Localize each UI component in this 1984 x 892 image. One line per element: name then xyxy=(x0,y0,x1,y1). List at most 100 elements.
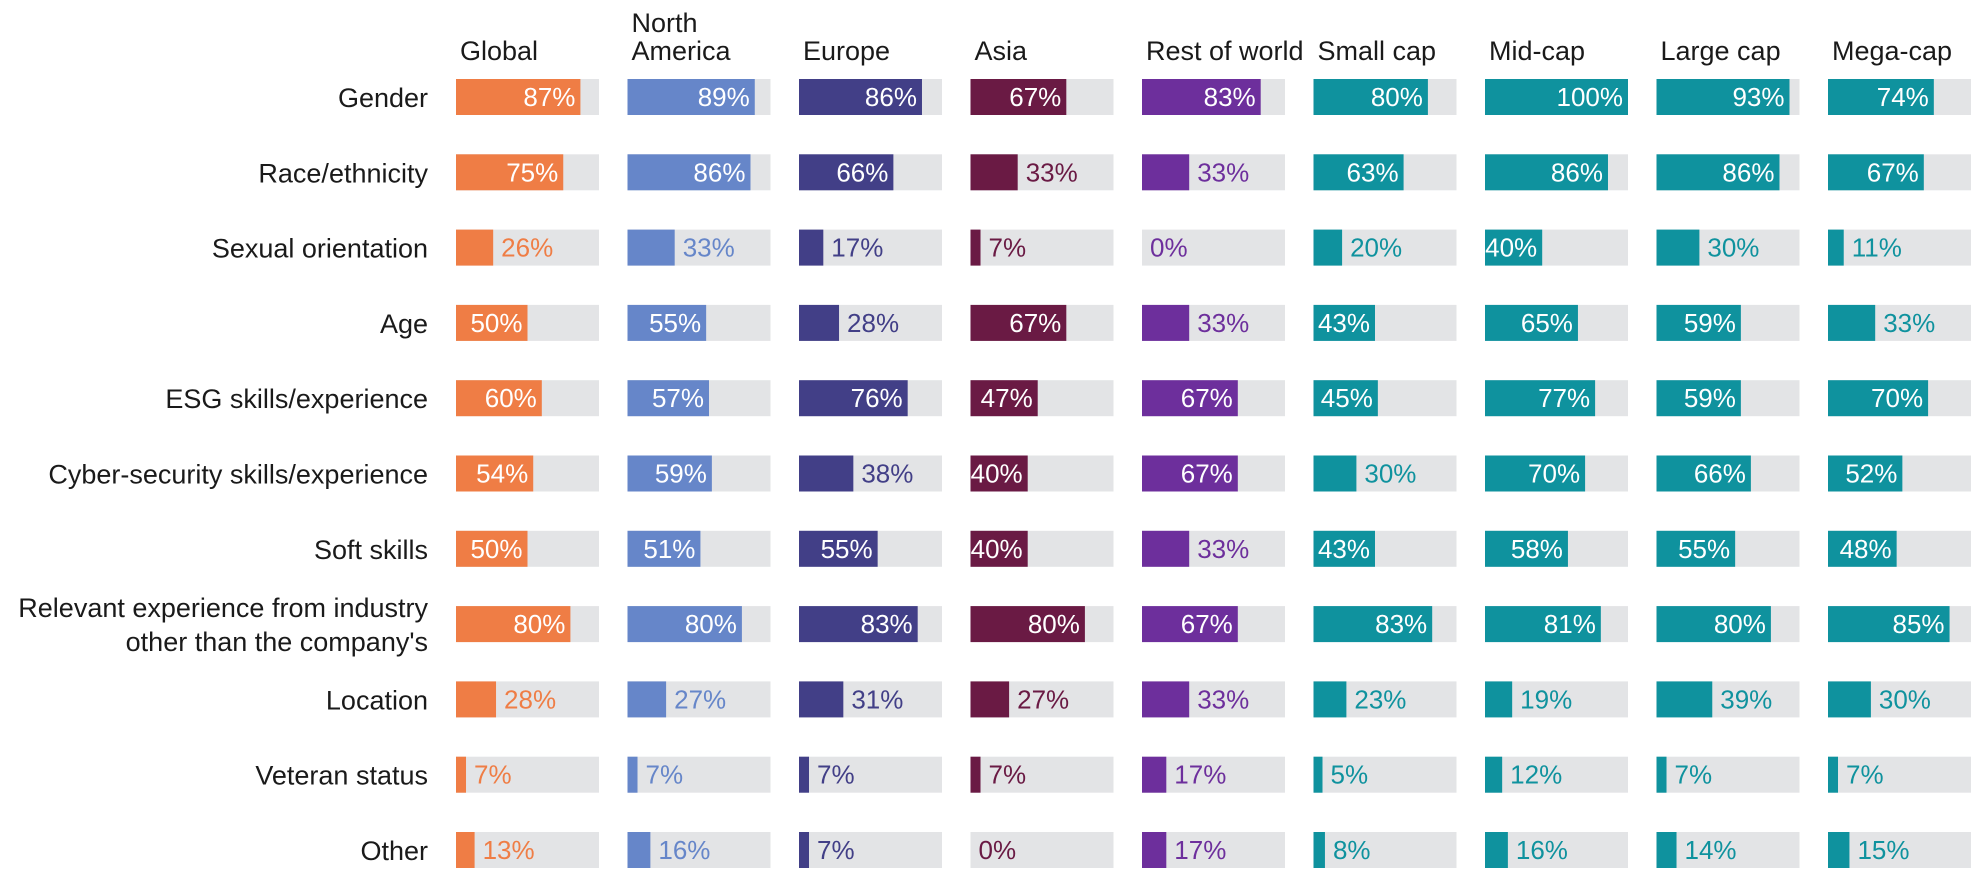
bar xyxy=(1656,530,1736,567)
value-label: 23% xyxy=(1354,684,1406,714)
bar-track xyxy=(1142,229,1285,266)
bar xyxy=(799,304,840,341)
value-label: 66% xyxy=(1694,459,1746,489)
value-label: 54% xyxy=(476,459,528,489)
bar xyxy=(627,154,751,191)
bar xyxy=(1485,229,1543,266)
value-label: 7% xyxy=(1675,760,1713,790)
bar xyxy=(627,530,701,567)
bar xyxy=(627,832,651,868)
value-label: 63% xyxy=(1347,157,1399,187)
bar xyxy=(1485,455,1586,492)
bar xyxy=(627,606,742,643)
row-labels: Gender Race/ethnicity Sexual orientation Ag… xyxy=(18,83,428,866)
bar xyxy=(1828,530,1897,567)
column-header-line: Europe xyxy=(803,36,890,66)
row-label: ESG skills/experience xyxy=(165,384,428,414)
bar xyxy=(1656,606,1771,643)
bar xyxy=(1485,681,1513,718)
column-header-line: Large cap xyxy=(1661,36,1781,66)
row-label-line: Other xyxy=(360,836,428,866)
value-label: 33% xyxy=(1197,157,1249,187)
value-label: 8% xyxy=(1333,835,1371,865)
bar xyxy=(1656,832,1677,868)
column-header: Global xyxy=(460,36,538,66)
bar xyxy=(1828,304,1876,341)
column-header: Large cap xyxy=(1661,36,1781,66)
value-label: 0% xyxy=(1150,233,1188,263)
row-label-line: ESG skills/experience xyxy=(165,384,428,414)
bar xyxy=(456,606,571,643)
value-label: 40% xyxy=(971,459,1023,489)
value-label: 40% xyxy=(1485,233,1537,263)
value-label: 16% xyxy=(1516,835,1568,865)
value-label: 27% xyxy=(1017,684,1069,714)
value-label: 75% xyxy=(506,157,558,187)
row-label-line: Soft skills xyxy=(314,535,428,565)
value-label: 38% xyxy=(861,459,913,489)
bar xyxy=(799,681,844,718)
bar xyxy=(1656,455,1751,492)
value-label: 80% xyxy=(1028,609,1080,639)
bar xyxy=(1313,832,1325,868)
value-label: 12% xyxy=(1510,760,1562,790)
value-label: 67% xyxy=(1867,157,1919,187)
row-label-line: Veteran status xyxy=(255,761,428,791)
value-label: 76% xyxy=(851,383,903,413)
bar xyxy=(1656,229,1700,266)
value-label: 48% xyxy=(1840,534,1892,564)
bar xyxy=(799,79,922,115)
column-header-line: Mid-cap xyxy=(1489,36,1585,66)
bar xyxy=(456,832,475,868)
bar-track xyxy=(970,229,1114,266)
value-label: 66% xyxy=(836,157,888,187)
value-label: 67% xyxy=(1009,308,1061,338)
bar xyxy=(1485,380,1596,417)
bar xyxy=(1313,530,1375,567)
value-label: 33% xyxy=(1026,157,1078,187)
value-label: 43% xyxy=(1318,534,1370,564)
value-label: 60% xyxy=(485,383,537,413)
bar xyxy=(627,756,638,793)
bar xyxy=(456,530,528,567)
value-label: 30% xyxy=(1707,233,1759,263)
row-label-line: Sexual orientation xyxy=(212,234,428,264)
value-label: 28% xyxy=(504,684,556,714)
bar xyxy=(1313,154,1404,191)
column-header: Asia xyxy=(975,36,1029,66)
bar xyxy=(970,530,1028,567)
value-label: 15% xyxy=(1857,835,1909,865)
bar xyxy=(1142,455,1238,492)
value-label: 85% xyxy=(1893,609,1945,639)
column-header-line: America xyxy=(632,36,732,66)
value-label: 55% xyxy=(649,308,701,338)
value-label: 59% xyxy=(1684,308,1736,338)
bar-track xyxy=(627,832,771,868)
bar xyxy=(799,380,908,417)
value-label: 7% xyxy=(817,760,855,790)
row-label-line: Age xyxy=(380,309,428,339)
value-label: 86% xyxy=(1551,157,1603,187)
bar xyxy=(970,606,1085,643)
bar xyxy=(1656,79,1790,115)
bar xyxy=(1485,154,1608,191)
value-label: 81% xyxy=(1544,609,1596,639)
value-label: 55% xyxy=(1678,534,1730,564)
bar xyxy=(627,380,710,417)
bar-track xyxy=(1828,756,1971,793)
value-label: 39% xyxy=(1720,684,1772,714)
bar xyxy=(1142,756,1167,793)
value-label: 67% xyxy=(1181,383,1233,413)
column-headers: Global North America Europe Asia Rest of worl… xyxy=(460,8,1952,66)
bar xyxy=(1313,79,1428,115)
row-label-line: Cyber-security skills/experience xyxy=(48,460,428,490)
row-label: Other xyxy=(360,836,428,866)
bar xyxy=(627,229,675,266)
value-label: 67% xyxy=(1181,609,1233,639)
bar-track xyxy=(627,756,771,793)
column-header: Europe xyxy=(803,36,890,66)
bar-track xyxy=(799,756,942,793)
value-label: 67% xyxy=(1009,82,1061,112)
value-label: 83% xyxy=(861,609,913,639)
bar-track xyxy=(970,756,1114,793)
